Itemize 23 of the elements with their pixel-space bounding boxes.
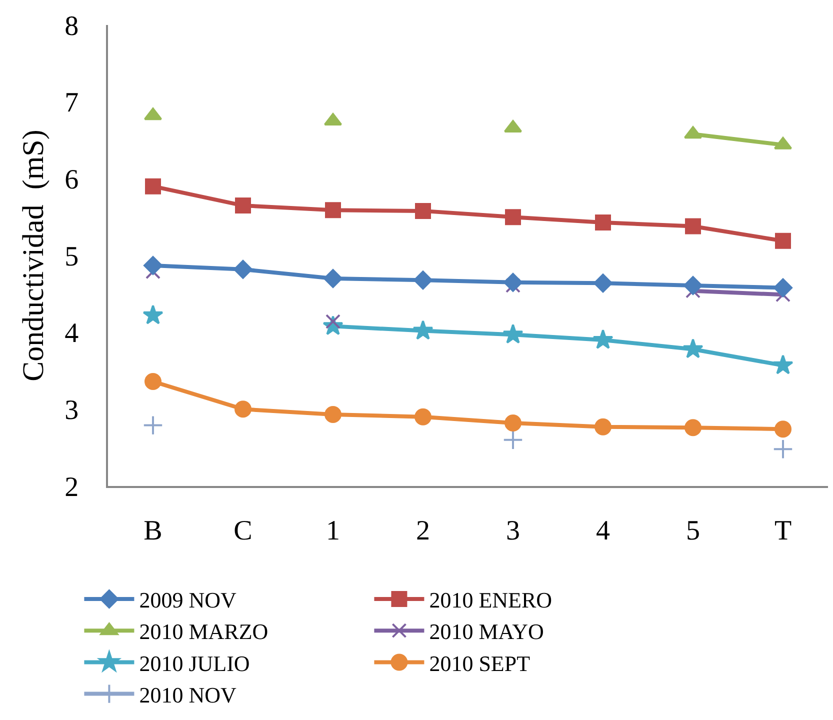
y-tick-label: 8 [64,10,79,42]
y-tick-label: 3 [64,394,79,426]
legend-label: 2010 JULIO [139,650,250,676]
legend-label: 2010 MAYO [429,619,544,644]
x-tick-label: 5 [686,515,700,546]
y-axis-title: Conductividad (mS) [17,130,50,382]
y-tick-label: 4 [64,318,79,350]
legend-label: 2009 NOV [139,588,236,613]
y-tick-label: 2 [64,472,79,503]
x-tick-label: C [234,515,252,546]
y-tick-label: 5 [64,241,79,272]
y-tick-label: 7 [64,88,79,119]
x-tick-label: 2 [416,515,430,546]
legend-label: 2010 MARZO [139,619,268,644]
x-tick-label: T [774,515,792,546]
x-tick-label: 1 [326,515,340,546]
x-tick-label: 4 [596,515,610,546]
legend-label: 2010 SEPT [429,650,531,676]
y-tick-label: 6 [64,164,79,196]
legend-label: 2010 ENERO [429,588,552,613]
x-tick-label: 3 [506,515,520,546]
legend-label: 2010 NOV [139,682,236,708]
x-tick-label: B [144,515,162,546]
